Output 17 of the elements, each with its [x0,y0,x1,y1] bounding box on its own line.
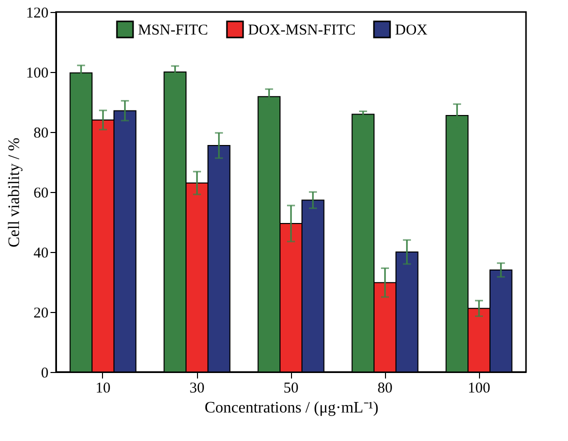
x-tick-label: 30 [190,380,204,396]
y-tick-label: 60 [34,186,48,202]
legend-label: DOX [395,22,428,38]
x-tick-label: 80 [378,380,392,396]
x-tick-label: 10 [96,380,110,396]
x-tick-label: 50 [284,380,298,396]
x-tick-label: 100 [468,380,490,396]
y-tick-label: 100 [26,66,48,82]
y-axis-title: Cell viability / % [6,138,23,248]
y-tick-label: 80 [34,126,48,142]
y-tick-label: 20 [34,306,48,322]
x-axis-title: Concentrations / (μg·mL⁻¹) [204,400,378,416]
legend-label: DOX-MSN-FITC [248,22,356,38]
legend-label: MSN-FITC [138,22,208,38]
y-tick-label: 0 [41,366,48,382]
y-tick-label: 40 [34,246,48,262]
y-tick-label: 120 [26,6,48,22]
